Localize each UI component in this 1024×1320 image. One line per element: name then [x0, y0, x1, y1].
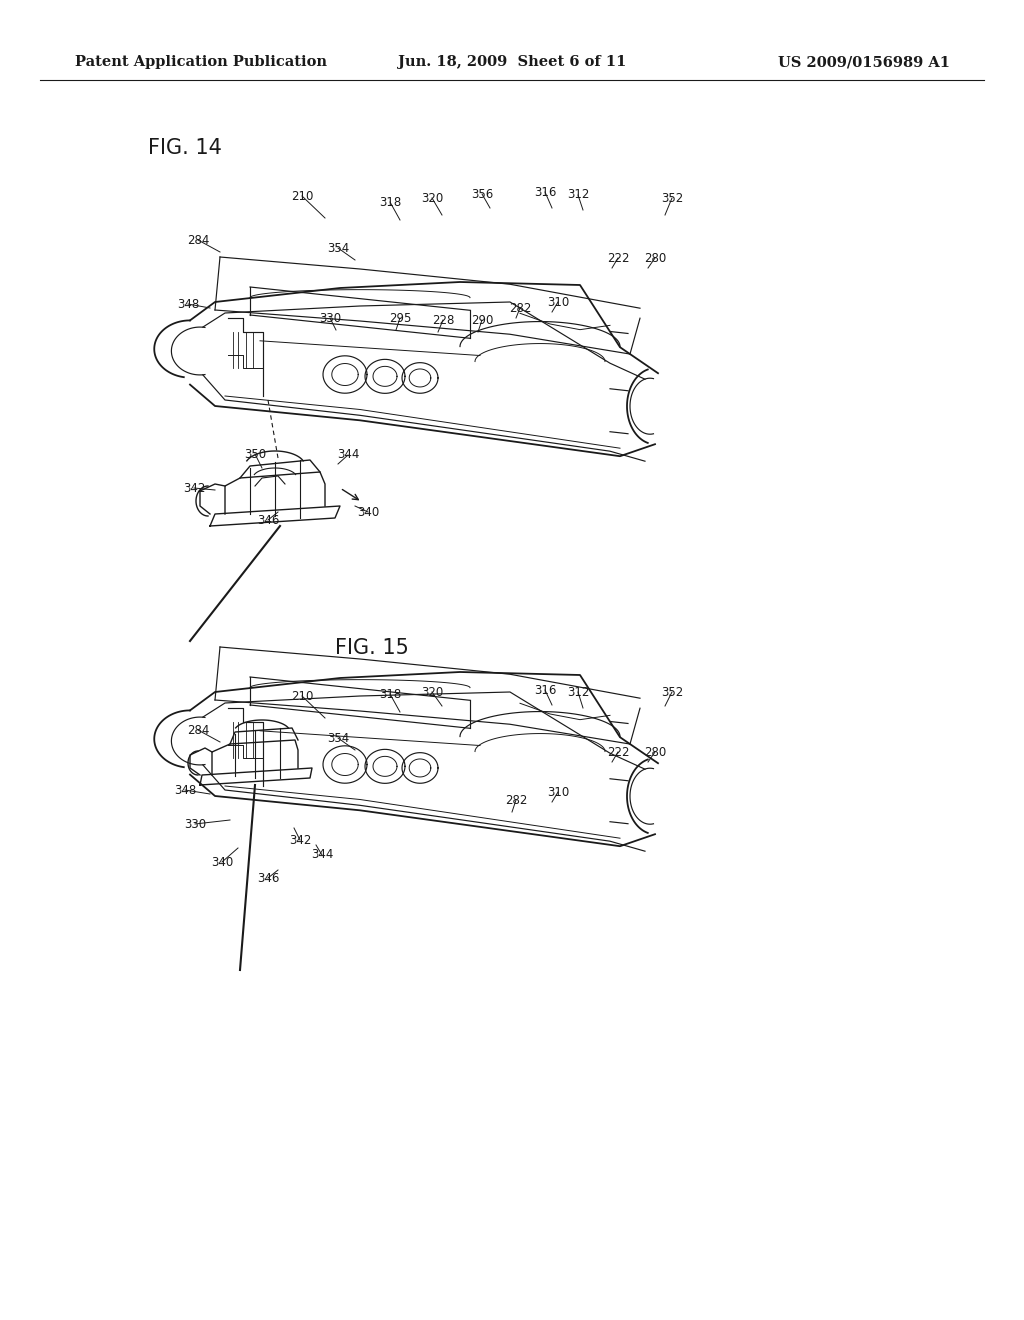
Text: 280: 280	[644, 746, 667, 759]
Text: 350: 350	[244, 447, 266, 461]
Text: 348: 348	[174, 784, 197, 796]
Text: 210: 210	[291, 190, 313, 202]
Text: 284: 284	[186, 234, 209, 247]
Text: 346: 346	[257, 513, 280, 527]
Text: 295: 295	[389, 312, 412, 325]
Text: 318: 318	[379, 195, 401, 209]
Text: 282: 282	[509, 301, 531, 314]
Text: 290: 290	[471, 314, 494, 326]
Text: 280: 280	[644, 252, 667, 264]
Text: 340: 340	[357, 506, 379, 519]
Text: 228: 228	[432, 314, 455, 326]
Text: 340: 340	[211, 855, 233, 869]
Text: 354: 354	[327, 242, 349, 255]
Text: 210: 210	[291, 689, 313, 702]
Text: 342: 342	[183, 482, 205, 495]
Text: 312: 312	[567, 685, 589, 698]
Text: 354: 354	[327, 731, 349, 744]
Text: US 2009/0156989 A1: US 2009/0156989 A1	[778, 55, 950, 69]
Text: 330: 330	[184, 817, 206, 830]
Text: 284: 284	[186, 723, 209, 737]
Text: 356: 356	[471, 187, 494, 201]
Text: 320: 320	[421, 191, 443, 205]
Text: 222: 222	[607, 252, 630, 264]
Text: Jun. 18, 2009  Sheet 6 of 11: Jun. 18, 2009 Sheet 6 of 11	[397, 55, 627, 69]
Text: 316: 316	[534, 186, 556, 198]
Text: 310: 310	[547, 785, 569, 799]
Text: 348: 348	[177, 297, 199, 310]
Text: 222: 222	[607, 746, 630, 759]
Text: 316: 316	[534, 684, 556, 697]
Text: 330: 330	[318, 312, 341, 325]
Text: 352: 352	[660, 685, 683, 698]
Text: Patent Application Publication: Patent Application Publication	[75, 55, 327, 69]
Text: FIG. 15: FIG. 15	[335, 638, 409, 657]
Text: 342: 342	[289, 833, 311, 846]
Text: 318: 318	[379, 688, 401, 701]
Text: 310: 310	[547, 296, 569, 309]
Text: 346: 346	[257, 871, 280, 884]
Text: 344: 344	[337, 449, 359, 462]
Text: 320: 320	[421, 685, 443, 698]
Text: 282: 282	[505, 793, 527, 807]
Text: FIG. 14: FIG. 14	[148, 139, 222, 158]
Text: 352: 352	[660, 191, 683, 205]
Text: 344: 344	[311, 849, 333, 862]
Text: 312: 312	[567, 189, 589, 202]
